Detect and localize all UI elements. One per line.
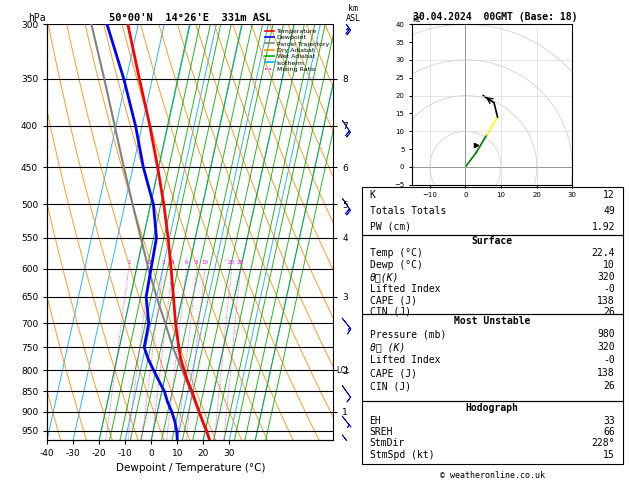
Text: CIN (J): CIN (J): [369, 307, 411, 317]
Text: Pressure (mb): Pressure (mb): [369, 329, 446, 339]
Text: © weatheronline.co.uk: © weatheronline.co.uk: [440, 471, 545, 480]
Text: 26: 26: [603, 381, 615, 391]
Text: 33: 33: [603, 416, 615, 426]
Text: 12: 12: [603, 190, 615, 200]
Text: EH: EH: [369, 416, 381, 426]
Text: CAPE (J): CAPE (J): [369, 295, 416, 306]
Text: PW (cm): PW (cm): [369, 222, 411, 232]
Text: CIN (J): CIN (J): [369, 381, 411, 391]
Text: θᴄ(K): θᴄ(K): [369, 272, 399, 282]
Text: kt: kt: [412, 15, 420, 24]
Bar: [362, 314, 623, 401]
Text: 1: 1: [127, 260, 131, 264]
Text: K: K: [369, 190, 376, 200]
Text: StmDir: StmDir: [369, 438, 404, 449]
Text: 320: 320: [598, 342, 615, 352]
Text: 49: 49: [603, 206, 615, 216]
Text: Most Unstable: Most Unstable: [454, 316, 530, 326]
Text: 22.4: 22.4: [591, 248, 615, 258]
Text: Totals Totals: Totals Totals: [369, 206, 446, 216]
Text: 50°00'N  14°26'E  331m ASL: 50°00'N 14°26'E 331m ASL: [109, 14, 272, 23]
Bar: [362, 235, 623, 314]
Text: CAPE (J): CAPE (J): [369, 368, 416, 378]
Text: Hodograph: Hodograph: [465, 403, 519, 414]
Text: 25: 25: [237, 260, 244, 264]
Text: 2: 2: [148, 260, 152, 264]
Text: hPa: hPa: [28, 14, 46, 23]
Text: 980: 980: [598, 329, 615, 339]
Text: 10: 10: [603, 260, 615, 270]
Text: 15: 15: [603, 450, 615, 460]
Text: 320: 320: [598, 272, 615, 282]
Text: 138: 138: [598, 368, 615, 378]
X-axis label: Dewpoint / Temperature (°C): Dewpoint / Temperature (°C): [116, 464, 265, 473]
Text: SREH: SREH: [369, 427, 393, 437]
Text: km
ASL: km ASL: [346, 4, 361, 23]
Text: 20: 20: [228, 260, 235, 264]
Text: -0: -0: [603, 284, 615, 294]
Bar: [362, 187, 623, 235]
Text: Lifted Index: Lifted Index: [369, 284, 440, 294]
Text: Lifted Index: Lifted Index: [369, 355, 440, 365]
Legend: Temperature, Dewpoint, Parcel Trajectory, Dry Adiabat, Wet Adiabat, Isotherm, Mi: Temperature, Dewpoint, Parcel Trajectory…: [264, 27, 330, 73]
Text: Temp (°C): Temp (°C): [369, 248, 423, 258]
Text: 66: 66: [603, 427, 615, 437]
Text: 26: 26: [603, 307, 615, 317]
Text: Dewp (°C): Dewp (°C): [369, 260, 423, 270]
Text: StmSpd (kt): StmSpd (kt): [369, 450, 434, 460]
Text: 10: 10: [201, 260, 208, 264]
Text: 228°: 228°: [591, 438, 615, 449]
Text: 4: 4: [170, 260, 174, 264]
Text: 138: 138: [598, 295, 615, 306]
Text: 30.04.2024  00GMT (Base: 18): 30.04.2024 00GMT (Base: 18): [413, 12, 577, 22]
Text: 1.92: 1.92: [591, 222, 615, 232]
Text: 6: 6: [185, 260, 188, 264]
Text: θᴄ (K): θᴄ (K): [369, 342, 404, 352]
Bar: [362, 401, 623, 464]
Text: -0: -0: [603, 355, 615, 365]
Text: Surface: Surface: [472, 236, 513, 246]
Text: 3: 3: [161, 260, 165, 264]
Text: LCL: LCL: [337, 365, 350, 375]
Text: 8: 8: [195, 260, 199, 264]
